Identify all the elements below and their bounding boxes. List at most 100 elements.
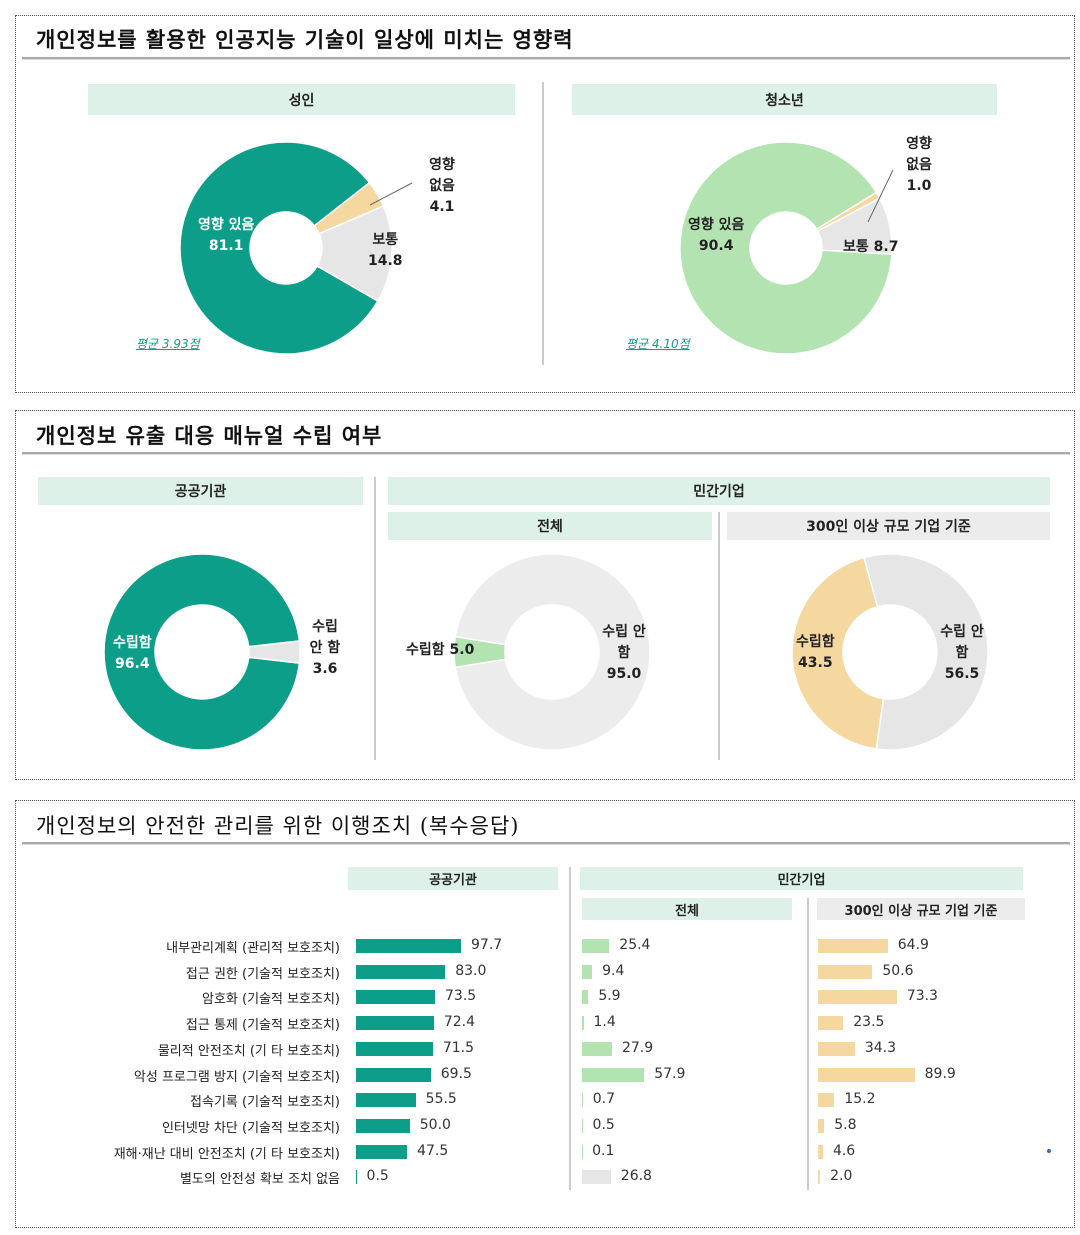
bar <box>818 1067 915 1082</box>
bar-value: 4.6 <box>832 1142 856 1159</box>
bar <box>818 964 873 979</box>
header-public: 공공기관 <box>348 867 558 890</box>
bar-value: 27.9 <box>621 1039 654 1056</box>
bar <box>818 939 888 953</box>
bar <box>818 1041 855 1056</box>
section-manual <box>15 410 1075 780</box>
bar-value: 71.5 <box>442 1039 475 1056</box>
bar <box>582 1041 612 1056</box>
label-total-no: 수립 안 함 95.0 <box>602 624 646 682</box>
label-large-yes: 수립함 43.5 <box>796 634 835 671</box>
bar-value: 64.9 <box>897 937 929 953</box>
section-title: 개인정보 유출 대응 매뉴얼 수립 여부 <box>36 424 383 448</box>
category-label: 내부관리계획 (관리적 보호조치) <box>166 941 340 956</box>
divider <box>807 898 809 1190</box>
bar-value: 73.3 <box>906 988 938 1005</box>
bar <box>582 1118 583 1133</box>
leader-line <box>369 182 413 206</box>
donut-slice-2-0 <box>103 553 301 751</box>
bar <box>356 964 446 979</box>
category-label: 접속기록 (기술적 보호조치) <box>190 1095 340 1111</box>
header-adult: 성인 <box>88 84 515 115</box>
bar-value: 47.5 <box>417 1142 449 1159</box>
bar <box>356 1170 357 1185</box>
bar-value: 15.2 <box>844 1091 876 1108</box>
bar-value: 50.0 <box>419 1116 451 1133</box>
divider <box>22 57 1070 60</box>
header-public: 공공기관 <box>38 477 363 505</box>
donut-slice-4-0 <box>791 556 885 750</box>
section-ai-impact <box>15 15 1075 393</box>
marker-dot <box>1047 1149 1051 1153</box>
label-adult-no: 영향 없음 4.1 <box>429 157 455 215</box>
bar <box>582 1144 583 1159</box>
bar <box>818 990 897 1005</box>
category-label: 인터넷망 차단 (기술적 보호조치) <box>161 1120 340 1136</box>
bar-value: 55.5 <box>425 1091 457 1108</box>
bar <box>356 939 462 953</box>
bar <box>356 990 435 1005</box>
bar-value: 25.4 <box>619 937 651 953</box>
header-total: 전체 <box>388 512 712 540</box>
bar-value: 57.9 <box>654 1065 686 1082</box>
section-title: 개인정보의 안전한 관리를 위한 이행조치 (복수응답) <box>36 814 520 838</box>
divider <box>718 512 720 760</box>
divider <box>22 452 1070 455</box>
section-title: 개인정보를 활용한 인공지능 기술이 일상에 미치는 영향력 <box>36 28 574 52</box>
bar <box>818 1170 821 1185</box>
bar-value: 0.1 <box>592 1142 615 1159</box>
bar-value: 2.0 <box>830 1168 853 1185</box>
bar <box>582 990 589 1005</box>
section-measures <box>15 800 1075 1228</box>
bar-value: 72.4 <box>443 1014 475 1031</box>
bar <box>356 1041 433 1056</box>
leader-line <box>867 169 894 223</box>
bar <box>818 1144 823 1159</box>
category-label: 악성 프로그램 방지 (기술적 보호조치) <box>133 1069 340 1085</box>
label-teen-neutral: 보통 8.7 <box>843 239 899 255</box>
category-label: 물리적 안전조치 (기 타 보호조치) <box>157 1043 340 1059</box>
label-teen-yes: 영향 있음 90.4 <box>688 217 745 254</box>
header-total: 전체 <box>582 898 792 920</box>
bar-value: 50.6 <box>882 962 914 979</box>
donut-slice-1-0 <box>679 141 893 355</box>
category-label: 재해·재난 대비 안전조치 (기 타 보호조치) <box>113 1146 340 1162</box>
donut-slice-2-1 <box>247 640 301 664</box>
label-adult-yes: 영향 있음 81.1 <box>198 217 255 254</box>
header-private: 민간기업 <box>388 477 1050 505</box>
donut-slice-1-2 <box>816 197 893 256</box>
bar-value: 0.5 <box>366 1168 389 1185</box>
bar-value: 5.8 <box>834 1116 857 1133</box>
bar-value: 83.0 <box>455 962 487 979</box>
header-large: 300인 이상 규모 기업 기준 <box>727 512 1050 540</box>
bar-value: 34.3 <box>864 1039 897 1056</box>
adult-average: 평균 3.93점 <box>136 337 200 351</box>
divider <box>374 477 376 760</box>
bar-value: 73.5 <box>445 988 477 1005</box>
bar <box>582 964 593 979</box>
header-large: 300인 이상 규모 기업 기준 <box>817 898 1025 920</box>
donut-slice-0-0 <box>179 141 379 355</box>
bar <box>356 1093 416 1108</box>
category-label: 접근 통제 (기술적 보호조치) <box>185 1018 340 1034</box>
label-total-yes: 수립함 5.0 <box>406 642 475 658</box>
header-teen: 청소년 <box>572 84 997 115</box>
bar <box>356 1016 434 1031</box>
bar <box>356 1067 431 1082</box>
bar <box>818 1093 835 1108</box>
divider <box>22 842 1070 845</box>
category-label: 접근 권한 (기술적 보호조치) <box>185 966 340 982</box>
bar-value: 1.4 <box>593 1014 616 1031</box>
bar-value: 0.5 <box>592 1116 615 1133</box>
divider <box>569 867 571 1190</box>
label-public-yes: 수립함 96.4 <box>113 635 152 672</box>
bar <box>582 1067 645 1082</box>
bar-value: 97.7 <box>471 937 503 953</box>
label-public-no: 수립 안 함 3.6 <box>309 619 341 677</box>
bar <box>582 939 610 953</box>
label-large-no: 수립 안 함 56.5 <box>940 624 984 682</box>
bar-value: 69.5 <box>440 1065 472 1082</box>
bar <box>582 1093 583 1108</box>
bar <box>582 1170 611 1185</box>
